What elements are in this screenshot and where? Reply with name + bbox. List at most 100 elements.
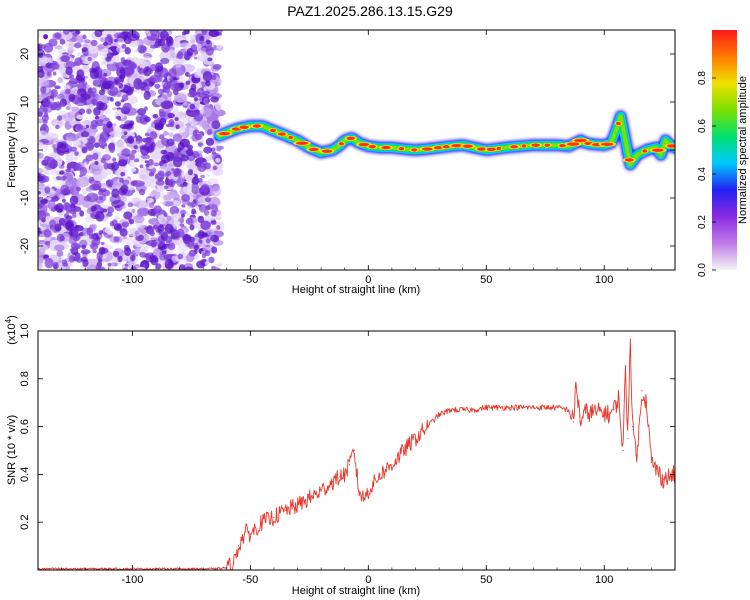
- snr-point: [485, 406, 487, 409]
- snr-point: [532, 406, 535, 409]
- noise-speckle: [135, 243, 142, 248]
- noise-blob: [191, 208, 197, 215]
- ridge-peak: [476, 147, 487, 151]
- noise-speckle: [78, 108, 86, 115]
- noise-speckle: [68, 30, 75, 33]
- ridge-peak: [368, 144, 376, 149]
- noise-blob: [92, 152, 99, 160]
- colorbar-label: Normalized spectral amplitude: [737, 76, 749, 224]
- noise-speckle: [143, 178, 152, 188]
- noise-blob: [205, 80, 211, 87]
- noise-speckle: [45, 126, 50, 133]
- noise-blob: [149, 230, 155, 237]
- noise-blob: [178, 264, 186, 270]
- noise-speckle: [70, 168, 74, 172]
- snr-x-tick-label: 50: [480, 574, 492, 586]
- noise-blob: [70, 203, 76, 209]
- noise-blob: [150, 77, 157, 83]
- noise-blob: [118, 82, 124, 89]
- noise-blob: [189, 236, 195, 244]
- noise-blob: [83, 195, 92, 202]
- noise-blob: [116, 66, 126, 78]
- noise-blob: [199, 35, 204, 41]
- noise-blob: [216, 225, 221, 230]
- spectrogram-ylabel: Frequency (Hz): [6, 112, 18, 188]
- noise-blob: [129, 120, 135, 127]
- noise-blob: [210, 96, 219, 103]
- noise-blob: [179, 223, 185, 227]
- noise-blob: [163, 212, 168, 217]
- noise-blob: [212, 165, 218, 171]
- ridge-peak: [624, 158, 634, 162]
- noise-speckle: [155, 179, 165, 186]
- noise-speckle: [89, 163, 104, 175]
- noise-speckle: [86, 264, 98, 270]
- noise-blob: [80, 256, 88, 263]
- noise-speckle: [63, 84, 71, 91]
- noise-speckle: [184, 205, 192, 210]
- noise-speckle: [148, 198, 154, 203]
- noise-blob: [106, 52, 114, 59]
- noise-blob: [40, 86, 47, 94]
- noise-blob: [194, 133, 203, 141]
- noise-speckle: [168, 132, 174, 137]
- colorbar-tick-label: 0.4: [697, 167, 708, 181]
- noise-blob: [201, 183, 210, 193]
- noise-blob: [188, 249, 197, 257]
- noise-blob: [148, 81, 154, 87]
- noise-blob: [120, 99, 125, 103]
- noise-blob: [190, 83, 197, 91]
- noise-blob: [204, 250, 211, 257]
- noise-blob: [163, 185, 169, 189]
- noise-speckle: [148, 202, 155, 209]
- noise-blob: [51, 61, 58, 66]
- snr-point: [362, 497, 365, 499]
- noise-blob: [145, 163, 150, 168]
- snr-y-tick-label: 1.0: [19, 323, 31, 338]
- noise-speckle: [57, 93, 65, 100]
- noise-blob: [103, 162, 109, 170]
- snr-point: [233, 562, 235, 564]
- noise-speckle: [114, 130, 122, 138]
- noise-blob: [74, 57, 83, 66]
- noise-speckle: [110, 262, 118, 267]
- noise-speckle: [211, 151, 217, 155]
- noise-blob: [198, 239, 203, 244]
- ridge-peak: [252, 124, 262, 128]
- noise-blob: [210, 220, 217, 225]
- noise-speckle: [101, 167, 113, 176]
- noise-speckle: [196, 260, 206, 269]
- colorbar: 0.0 0.2 0.4 0.6 0.8 Normalized spectral ampl…: [697, 30, 749, 277]
- snr-point: [584, 411, 586, 413]
- noise-blob: [177, 147, 182, 153]
- noise-blob: [167, 112, 175, 119]
- noise-blob: [202, 253, 206, 259]
- noise-speckle: [51, 167, 60, 176]
- noise-speckle: [159, 201, 166, 205]
- noise-blob: [133, 145, 138, 150]
- noise-speckle: [137, 207, 150, 217]
- ridge-peak: [496, 146, 502, 151]
- noise-blob: [186, 241, 195, 248]
- noise-blob: [43, 229, 52, 238]
- snr-point: [462, 409, 464, 411]
- noise-blob: [177, 51, 184, 60]
- noise-blob: [165, 36, 174, 47]
- noise-blob: [157, 88, 164, 95]
- noise-blob: [70, 146, 78, 152]
- noise-blob: [197, 230, 205, 239]
- noise-blob: [98, 246, 106, 255]
- noise-speckle: [148, 172, 155, 177]
- noise-speckle: [115, 38, 125, 44]
- noise-blob: [193, 97, 199, 102]
- noise-speckle: [113, 32, 125, 39]
- snr-point: [636, 454, 638, 456]
- noise-blob: [90, 39, 98, 47]
- noise-blob: [110, 97, 114, 102]
- ridge-peak: [308, 147, 319, 152]
- noise-blob: [52, 71, 57, 76]
- noise-blob: [65, 66, 73, 76]
- noise-speckle: [59, 38, 66, 45]
- noise-blob: [182, 31, 186, 36]
- snr-series: [38, 331, 675, 570]
